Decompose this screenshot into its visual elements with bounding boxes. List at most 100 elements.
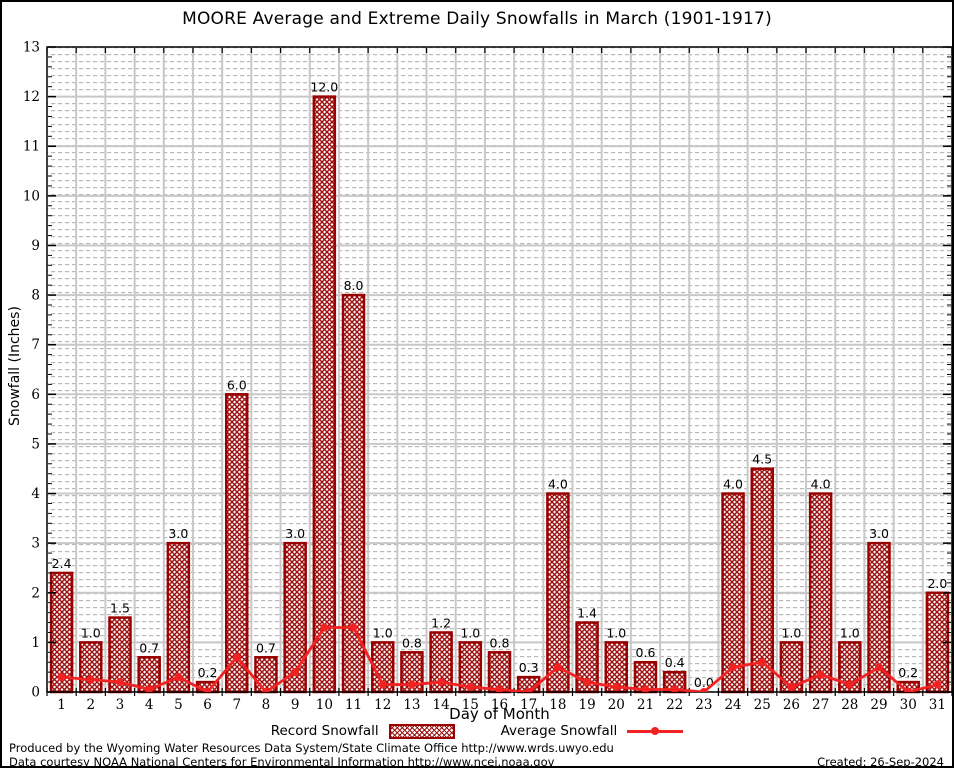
average-marker bbox=[320, 623, 329, 632]
bar-value-label: 1.0 bbox=[81, 625, 101, 640]
average-marker bbox=[583, 678, 592, 687]
legend-average-label: Average Snowfall bbox=[500, 723, 618, 739]
average-marker bbox=[349, 623, 358, 632]
bar-value-label: 1.5 bbox=[110, 601, 130, 616]
plot-background bbox=[47, 47, 952, 692]
footer-produced-by: Produced by the Wyoming Water Resources … bbox=[9, 741, 614, 755]
average-marker bbox=[875, 663, 884, 672]
x-tick-label: 5 bbox=[174, 697, 183, 713]
average-marker bbox=[699, 688, 708, 692]
record-bar bbox=[721, 492, 745, 694]
bar-value-label: 1.0 bbox=[840, 625, 860, 640]
bar-value-label: 3.0 bbox=[285, 526, 305, 541]
x-tick-label: 16 bbox=[491, 697, 508, 713]
x-tick-label: 20 bbox=[608, 697, 625, 713]
average-marker bbox=[758, 658, 767, 667]
x-tick-label: 25 bbox=[754, 697, 771, 713]
x-tick-label: 7 bbox=[232, 697, 241, 713]
x-tick-label: 18 bbox=[549, 697, 566, 713]
bar-value-label: 0.8 bbox=[490, 635, 510, 650]
record-bar bbox=[312, 95, 337, 694]
legend-item-average: Average Snowfall bbox=[501, 723, 684, 739]
record-bar bbox=[808, 492, 833, 694]
average-marker bbox=[437, 678, 446, 687]
y-tick-label: 9 bbox=[31, 238, 40, 254]
x-tick-label: 3 bbox=[116, 697, 125, 713]
bar-value-label: 6.0 bbox=[227, 377, 247, 392]
average-marker bbox=[524, 688, 533, 692]
bar-value-label: 0.2 bbox=[898, 665, 918, 680]
average-marker bbox=[787, 683, 796, 692]
x-tick-label: 15 bbox=[462, 697, 479, 713]
bar-value-label: 4.0 bbox=[811, 477, 831, 492]
x-tick-label: 10 bbox=[316, 697, 333, 713]
x-tick-label: 30 bbox=[900, 697, 917, 713]
average-marker bbox=[291, 668, 300, 677]
bar-value-label: 0.7 bbox=[256, 640, 276, 655]
y-tick-label: 3 bbox=[31, 536, 40, 552]
x-tick-label: 21 bbox=[637, 697, 654, 713]
record-bar bbox=[341, 293, 366, 694]
x-tick-label: 9 bbox=[291, 697, 300, 713]
bar-value-label: 4.0 bbox=[548, 477, 568, 492]
y-tick-label: 0 bbox=[31, 685, 40, 701]
legend-item-record: Record Snowfall bbox=[271, 723, 455, 739]
record-bar bbox=[225, 393, 249, 694]
x-tick-label: 31 bbox=[929, 697, 946, 713]
average-marker bbox=[174, 673, 183, 682]
average-marker bbox=[203, 688, 212, 692]
x-tick-label: 24 bbox=[724, 697, 741, 713]
y-tick-label: 5 bbox=[31, 436, 40, 452]
bar-value-label: 0.8 bbox=[402, 635, 422, 650]
y-tick-label: 11 bbox=[23, 139, 40, 155]
x-tick-label: 6 bbox=[203, 697, 212, 713]
bar-value-label: 1.2 bbox=[431, 615, 451, 630]
x-tick-label: 23 bbox=[695, 697, 712, 713]
x-axis-label: Day of Month bbox=[449, 705, 550, 723]
average-marker bbox=[407, 680, 416, 689]
bar-value-label: 1.0 bbox=[460, 625, 480, 640]
average-marker bbox=[115, 678, 124, 687]
average-marker bbox=[145, 685, 154, 692]
x-tick-label: 27 bbox=[812, 697, 829, 713]
y-tick-label: 6 bbox=[31, 387, 40, 403]
average-marker bbox=[466, 683, 475, 692]
bar-value-label: 0.3 bbox=[519, 660, 539, 675]
y-tick-label: 1 bbox=[31, 635, 40, 651]
y-tick-label: 4 bbox=[31, 486, 40, 502]
x-tick-label: 26 bbox=[783, 697, 800, 713]
x-tick-label: 14 bbox=[433, 697, 450, 713]
bar-value-label: 3.0 bbox=[869, 526, 889, 541]
bar-value-label: 4.5 bbox=[752, 452, 772, 467]
bar-value-label: 2.4 bbox=[52, 556, 72, 571]
record-bar bbox=[166, 541, 191, 694]
legend: Record Snowfall Average Snowfall bbox=[2, 723, 952, 739]
legend-record-label: Record Snowfall bbox=[270, 723, 379, 739]
bar-value-label: 8.0 bbox=[344, 278, 364, 293]
x-tick-label: 11 bbox=[345, 697, 362, 713]
legend-marker-icon bbox=[651, 727, 660, 735]
bar-value-label: 0.2 bbox=[198, 665, 218, 680]
chart-title: MOORE Average and Extreme Daily Snowfall… bbox=[182, 9, 772, 29]
y-tick-label: 13 bbox=[23, 40, 40, 56]
footer-created-date: Created: 26-Sep-2024 bbox=[817, 755, 944, 768]
bar-value-label: 0.6 bbox=[636, 645, 656, 660]
bar-value-label: 0.4 bbox=[665, 655, 685, 670]
bar-value-label: 3.0 bbox=[168, 526, 188, 541]
x-tick-label: 29 bbox=[870, 697, 887, 713]
average-marker bbox=[612, 683, 621, 692]
average-marker bbox=[86, 675, 95, 684]
x-tick-label: 1 bbox=[57, 697, 66, 713]
average-marker bbox=[553, 663, 562, 672]
record-bar bbox=[79, 641, 103, 694]
y-tick-label: 12 bbox=[23, 89, 40, 105]
average-marker bbox=[495, 685, 504, 692]
bar-value-label: 12.0 bbox=[310, 80, 338, 95]
y-tick-label: 10 bbox=[23, 188, 40, 204]
bar-value-label: 4.0 bbox=[723, 477, 743, 492]
average-marker bbox=[670, 685, 679, 692]
average-marker bbox=[816, 670, 825, 679]
average-marker bbox=[845, 680, 854, 689]
legend-average-line-sample bbox=[627, 725, 684, 737]
